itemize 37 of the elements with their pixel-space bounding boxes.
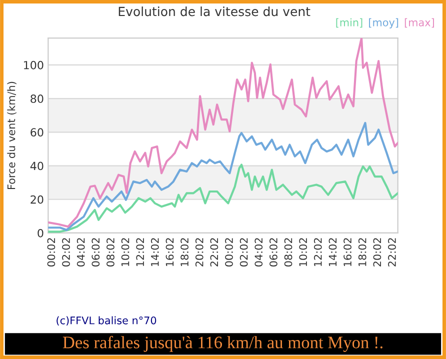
x-tick-label: 16:02 (166, 238, 174, 266)
y-tick-label: 40 (30, 162, 44, 170)
y-tick-label: 60 (30, 128, 44, 137)
x-tick-label: 12:02 (314, 238, 322, 266)
x-tick-label: 04:02 (254, 238, 263, 266)
x-tick-label: 02:02 (240, 238, 248, 266)
text: [max] (404, 18, 434, 28)
x-tick-label: 18:02 (358, 238, 366, 266)
x-tick-label: 20:02 (195, 238, 204, 266)
x-tick-label: 04:02 (76, 238, 85, 266)
x-tick-label: 08:02 (284, 238, 292, 266)
x-tick-label: 06:02 (92, 238, 100, 266)
x-tick-label: 18:02 (180, 238, 188, 266)
y-tick-label: 100 (24, 60, 44, 70)
x-tick-label: 00:02 (47, 238, 56, 266)
x-tick-label: 00:02 (225, 238, 233, 266)
x-tick-label: 22:02 (388, 238, 396, 266)
chart-title: Evolution de la vitesse du vent (118, 6, 310, 16)
y-tick-label: 80 (30, 94, 44, 103)
x-tick-label: 14:02 (150, 238, 159, 266)
x-tick-label: 20:02 (373, 238, 382, 266)
y-tick-label: 0 (38, 228, 44, 238)
x-tick-label: 16:02 (344, 238, 352, 266)
x-tick-label: 08:02 (106, 238, 114, 266)
x-tick-label: 12:02 (136, 238, 144, 266)
text: [min] (336, 18, 362, 28)
text: (c)FFVL balise n°70 (56, 316, 156, 326)
text: [moy] (369, 18, 398, 28)
x-tick-label: 06:02 (270, 238, 278, 266)
x-tick-label: 10:02 (299, 238, 308, 266)
x-tick-label: 02:02 (62, 238, 70, 266)
text: Des rafales jusqu'à 116 km/h au mont Myon !. (62, 336, 382, 352)
x-tick-label: 14:02 (328, 238, 337, 266)
y-axis-title: Force du vent (km/h) (7, 82, 16, 189)
x-tick-label: 22:02 (210, 238, 218, 266)
y-tick-label: 20 (30, 195, 44, 204)
x-tick-label: 10:02 (121, 238, 130, 266)
